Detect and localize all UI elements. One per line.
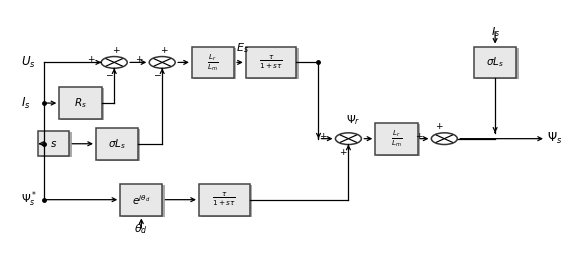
Bar — [246, 47, 296, 78]
Text: $\Psi_s^*$: $\Psi_s^*$ — [21, 190, 37, 209]
Text: $s$: $s$ — [51, 139, 57, 149]
Text: $\frac{L_r}{L_m}$: $\frac{L_r}{L_m}$ — [207, 52, 219, 73]
Text: $\frac{\tau}{1+s\tau}$: $\frac{\tau}{1+s\tau}$ — [212, 191, 236, 208]
Text: $e^{j\theta_d}$: $e^{j\theta_d}$ — [132, 193, 151, 207]
Bar — [248, 48, 299, 79]
Bar — [123, 185, 165, 217]
Text: $R_s$: $R_s$ — [74, 96, 87, 110]
Text: $\sigma L_s$: $\sigma L_s$ — [486, 56, 504, 69]
Bar — [96, 128, 138, 160]
Bar — [375, 123, 417, 154]
Circle shape — [336, 133, 361, 144]
Text: $I_s$: $I_s$ — [21, 96, 31, 111]
Bar — [201, 185, 252, 217]
Bar — [378, 124, 420, 155]
Bar — [192, 47, 234, 78]
Text: $\sigma L_s$: $\sigma L_s$ — [108, 137, 126, 151]
Text: −: − — [105, 70, 112, 79]
Text: +: + — [435, 122, 442, 131]
Text: $U_s$: $U_s$ — [21, 55, 36, 70]
Text: $\frac{L_r}{L_m}$: $\frac{L_r}{L_m}$ — [391, 128, 402, 149]
Text: −: − — [153, 70, 160, 79]
Text: $\theta_d$: $\theta_d$ — [135, 223, 148, 236]
Text: $I_s$: $I_s$ — [491, 26, 500, 39]
Circle shape — [149, 57, 175, 68]
Text: $\frac{\tau}{1+s\tau}$: $\frac{\tau}{1+s\tau}$ — [259, 54, 283, 71]
Text: +: + — [415, 132, 423, 141]
Bar — [199, 184, 250, 216]
Text: +: + — [87, 55, 95, 64]
Bar — [40, 132, 72, 158]
Text: +: + — [112, 47, 119, 56]
Text: +: + — [135, 55, 143, 64]
Bar — [474, 47, 516, 78]
Text: $E_s$: $E_s$ — [236, 42, 249, 55]
Bar — [98, 129, 140, 161]
Text: +: + — [160, 47, 167, 56]
Bar — [194, 48, 236, 79]
Bar — [476, 48, 519, 79]
Text: +: + — [339, 148, 346, 157]
Text: $\Psi_s$: $\Psi_s$ — [547, 131, 562, 146]
Text: $\Psi_r$: $\Psi_r$ — [345, 113, 360, 126]
Text: +: + — [319, 132, 327, 141]
Circle shape — [101, 57, 127, 68]
Bar — [120, 184, 162, 216]
Bar — [39, 131, 69, 157]
Bar — [59, 87, 102, 119]
Bar — [61, 88, 104, 120]
Circle shape — [431, 133, 457, 144]
